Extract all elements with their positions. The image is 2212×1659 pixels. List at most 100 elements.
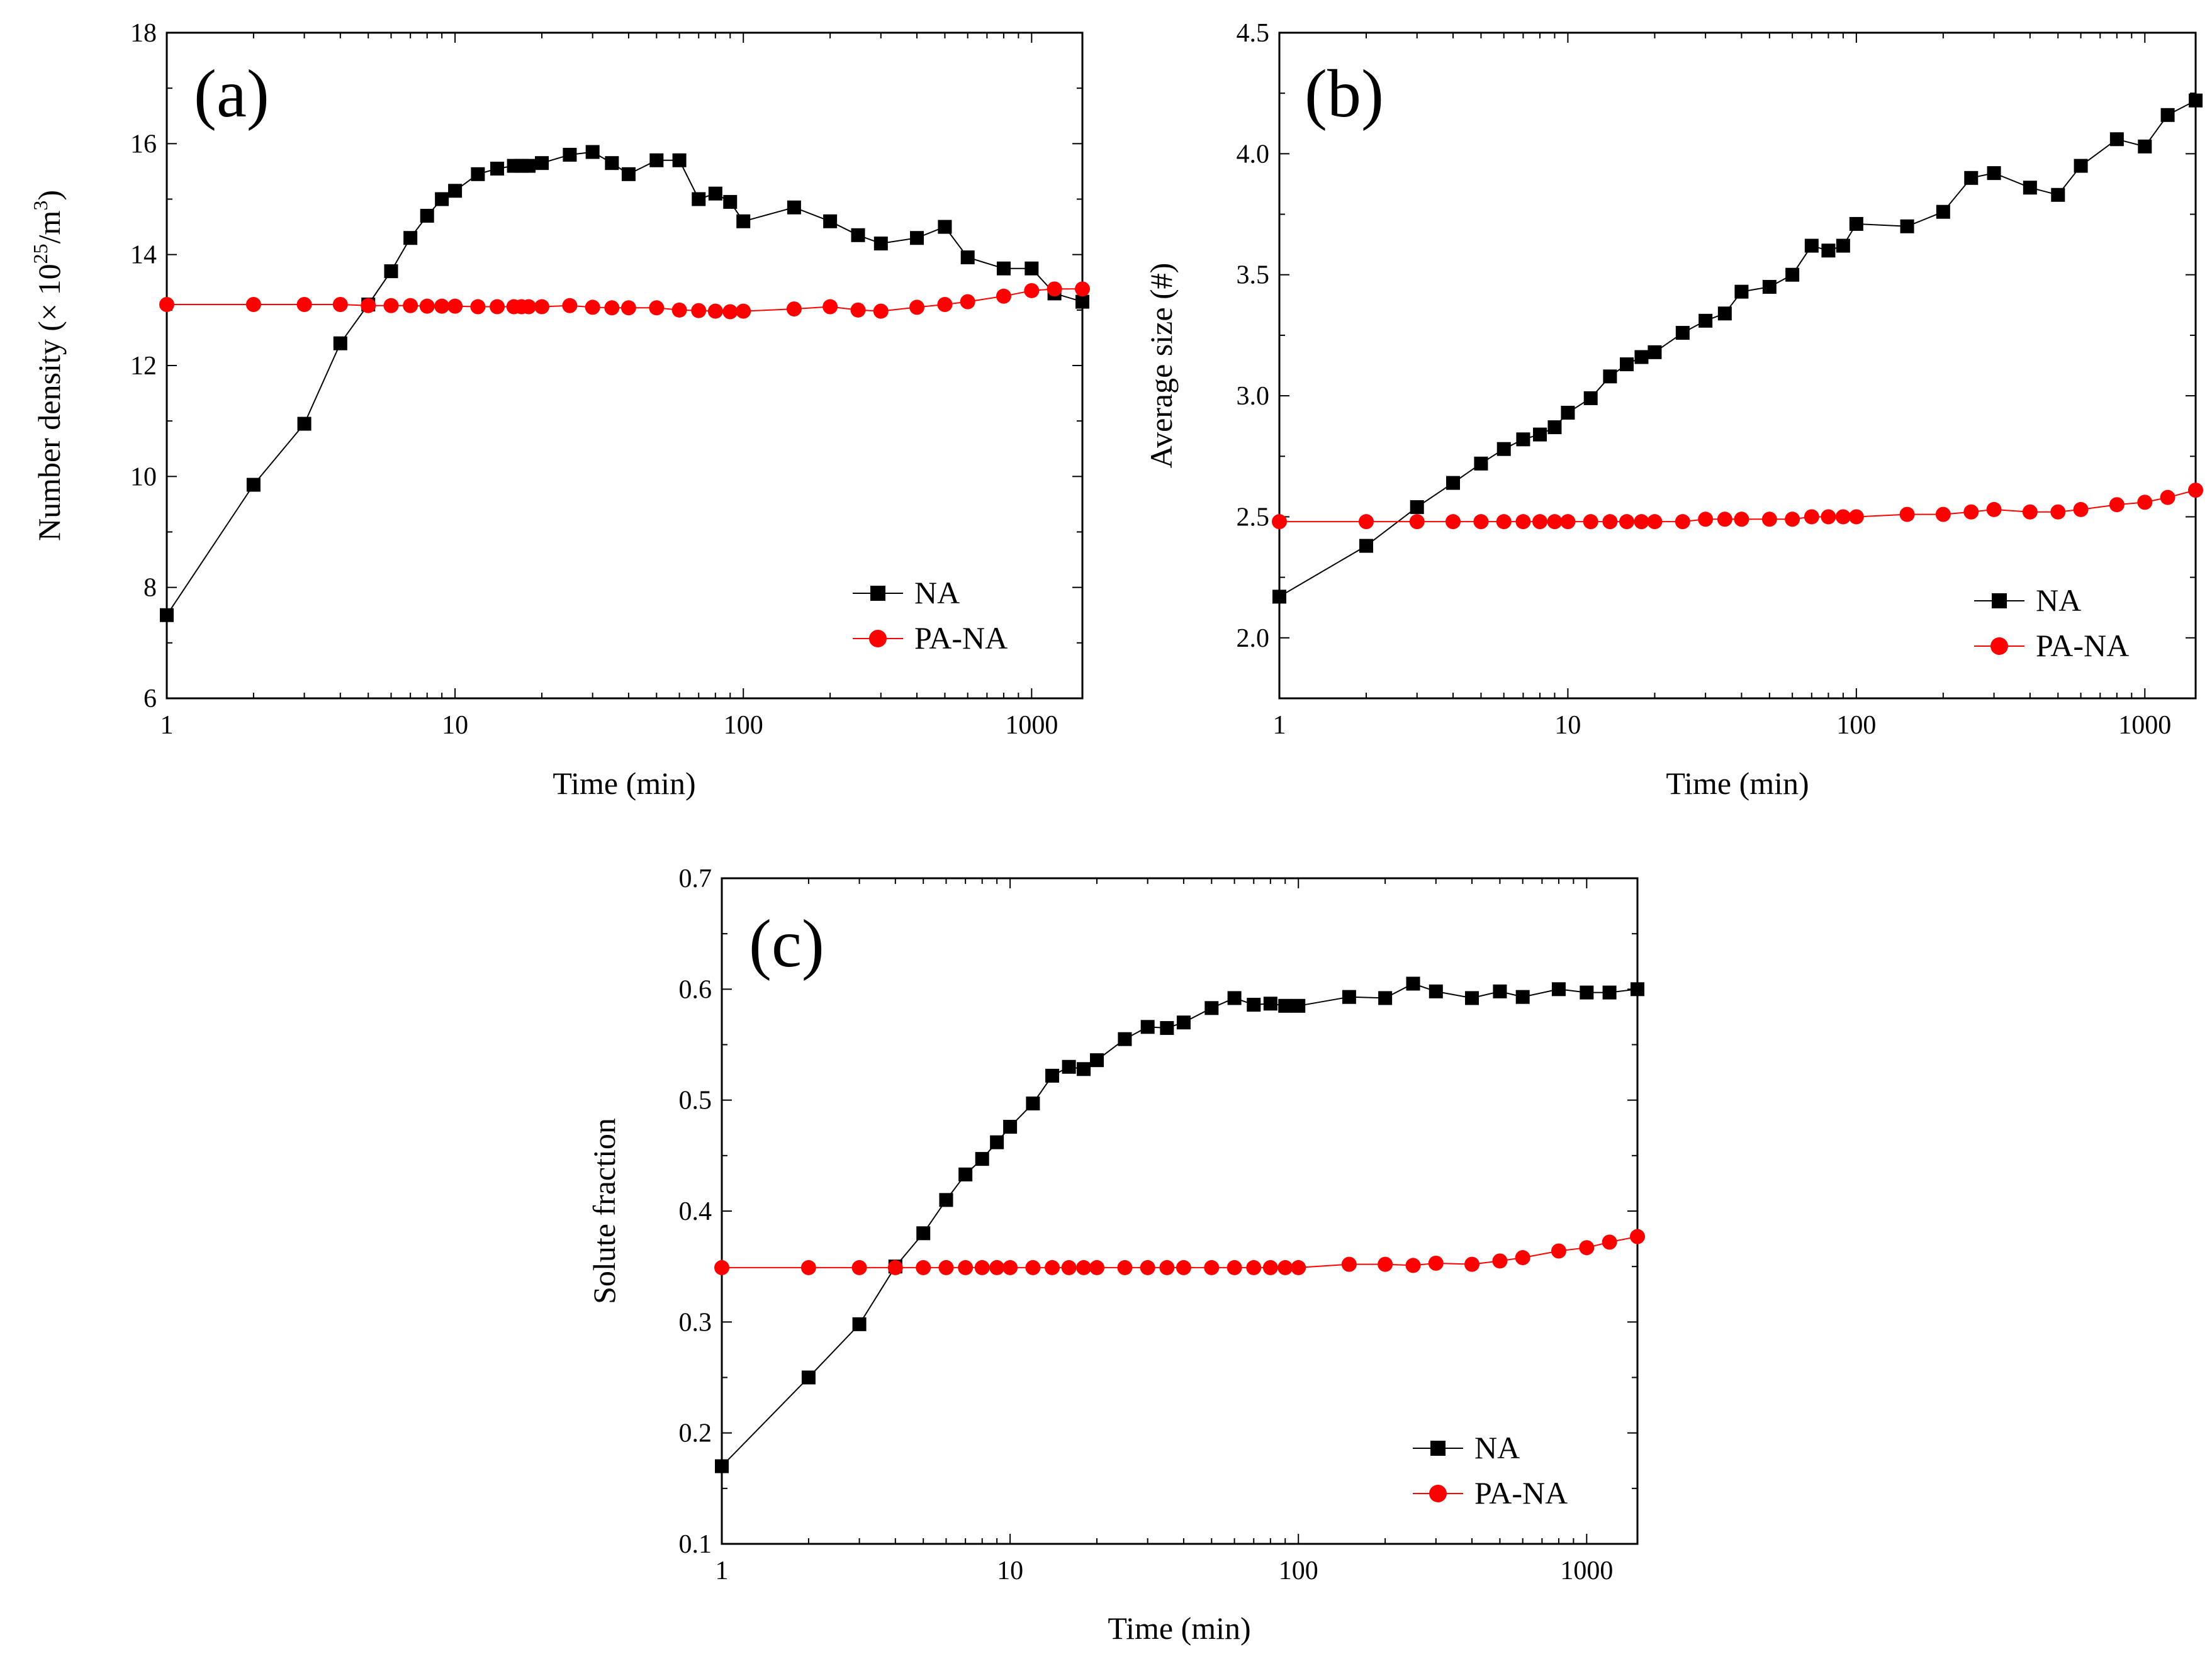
data-point-na (297, 416, 312, 431)
series-layer (159, 145, 1090, 622)
data-point-pa-na (786, 301, 802, 317)
data-point-pa-na (1025, 1260, 1041, 1275)
data-point-na (1378, 991, 1393, 1005)
data-point-pa-na (1602, 514, 1618, 530)
y-tick-label: 12 (130, 352, 157, 381)
data-point-pa-na (1204, 1260, 1220, 1275)
data-point-pa-na (620, 300, 636, 316)
data-point-na (1936, 204, 1950, 219)
data-point-pa-na (1515, 1250, 1530, 1266)
data-point-na (1634, 350, 1649, 364)
x-tick-label: 10 (442, 711, 468, 740)
data-point-na (1804, 238, 1819, 253)
panel-b: (b) Time (min) Average size (#) 1 10 100 10… (1143, 19, 2203, 801)
y-ticks: 2.0 2.5 3.0 3.5 4.0 4.5 (1237, 19, 2196, 653)
data-point-pa-na (2109, 497, 2125, 513)
data-point-pa-na (403, 298, 418, 313)
x-tick-label: 1000 (1005, 711, 1058, 740)
data-point-na (490, 162, 505, 176)
y-tick-label: 0.1 (679, 1530, 712, 1559)
data-point-pa-na (800, 1260, 816, 1275)
data-point-pa-na (1075, 281, 1090, 297)
x-ticks: 1 10 100 1000 (716, 878, 1613, 1585)
data-point-na (2160, 108, 2175, 122)
x-tick-label: 100 (1279, 1556, 1318, 1585)
data-point-na (1987, 166, 2001, 181)
data-point-pa-na (1341, 1256, 1357, 1272)
data-point-na (916, 1226, 931, 1241)
data-point-pa-na (604, 300, 620, 316)
y-tick-label: 0.2 (679, 1419, 712, 1448)
data-point-pa-na (1619, 514, 1634, 530)
data-point-pa-na (1547, 514, 1563, 530)
data-point-pa-na (1061, 1260, 1077, 1275)
data-point-na (975, 1152, 989, 1166)
data-point-pa-na (2188, 483, 2203, 498)
data-point-pa-na (1045, 1260, 1060, 1275)
data-point-na (585, 145, 600, 159)
data-point-pa-na (332, 297, 348, 313)
x-tick-label: 1000 (1560, 1556, 1613, 1585)
data-point-na (852, 1317, 867, 1331)
data-point-na (1291, 998, 1306, 1013)
data-point-pa-na (470, 299, 486, 315)
y-tick-label: 0.4 (679, 1197, 712, 1226)
series-layer (1272, 93, 2203, 604)
y-tick-label: 0.6 (679, 975, 712, 1004)
x-tick-label: 1 (716, 1556, 729, 1585)
data-point-na (1734, 284, 1749, 299)
data-point-na (1602, 985, 1617, 1000)
data-point-pa-na (671, 302, 687, 318)
data-point-na (1551, 982, 1566, 997)
data-point-na (692, 192, 706, 206)
legend-pa-na-marker (869, 630, 887, 647)
data-point-na (2023, 181, 2037, 195)
data-point-na (1272, 589, 1286, 604)
data-point-pa-na (1047, 281, 1062, 297)
data-point-na (1675, 326, 1690, 340)
data-point-na (649, 153, 664, 167)
data-point-na (1547, 420, 1562, 435)
x-ticks: 1 10 100 1000 (160, 33, 1058, 740)
data-point-pa-na (1409, 514, 1425, 530)
data-point-na (1090, 1053, 1104, 1068)
series-line-na (721, 983, 1638, 1467)
data-point-na (1465, 991, 1479, 1005)
data-point-na (535, 156, 549, 170)
panel-a: (a) Time (min) Number density (× 1025/m3… (29, 19, 1090, 801)
data-point-na (851, 228, 865, 242)
data-point-pa-na (434, 298, 450, 314)
data-point-pa-na (562, 298, 578, 313)
data-point-na (1717, 306, 1732, 321)
x-tick-label: 1 (1273, 711, 1286, 740)
data-point-na (1406, 976, 1420, 991)
data-point-na (787, 200, 801, 215)
data-point-pa-na (960, 294, 975, 310)
data-point-na (938, 220, 952, 234)
y-tick-label: 2.5 (1237, 503, 1270, 532)
data-point-pa-na (1473, 514, 1489, 530)
x-tick-label: 10 (997, 1556, 1023, 1585)
data-point-na (1648, 345, 1662, 359)
data-point-na (1836, 238, 1850, 253)
data-point-na (1003, 1119, 1018, 1134)
data-point-pa-na (851, 1260, 867, 1275)
data-point-na (2189, 93, 2203, 108)
x-tick-label: 1000 (2118, 711, 2171, 740)
data-point-pa-na (1785, 511, 1800, 527)
data-point-na (723, 194, 738, 209)
data-point-pa-na (1634, 514, 1649, 530)
data-point-pa-na (1272, 514, 1287, 530)
data-point-na (1964, 170, 1979, 185)
data-point-pa-na (1358, 514, 1374, 530)
data-point-pa-na (1899, 506, 1915, 522)
data-point-na (939, 1193, 953, 1207)
legend-pa-na-label: PA-NA (914, 620, 1008, 656)
y-tick-label: 8 (143, 574, 157, 603)
data-point-na (1204, 1001, 1219, 1015)
data-point-na (672, 153, 687, 167)
data-point-na (621, 167, 636, 181)
x-axis-label: Time (min) (553, 766, 695, 801)
data-point-na (1075, 294, 1089, 309)
data-point-pa-na (1291, 1260, 1306, 1275)
